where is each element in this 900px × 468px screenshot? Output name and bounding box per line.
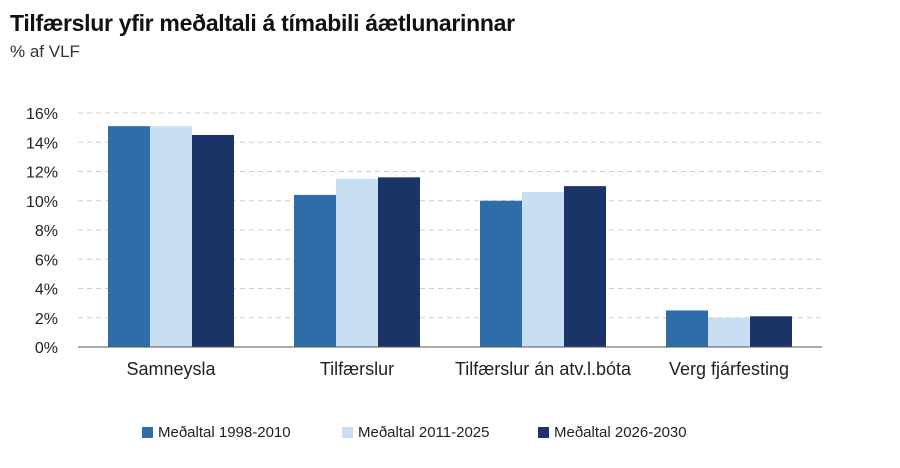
- grid-lines: [78, 112, 822, 319]
- legend-swatch: [342, 427, 353, 438]
- legend-swatch: [142, 427, 153, 438]
- y-tick-label: 6%: [35, 252, 58, 269]
- bar: [708, 317, 750, 347]
- x-category-label: Verg fjárfesting: [669, 359, 789, 379]
- legend-item-1998-2010: Meðaltal 1998-2010: [142, 424, 291, 441]
- legend-item-2026-2030: Meðaltal 2026-2030: [538, 424, 687, 441]
- bar: [336, 178, 378, 347]
- y-tick-label: 16%: [26, 106, 58, 123]
- y-tick-label: 2%: [35, 311, 58, 328]
- legend-item-2011-2025: Meðaltal 2011-2025: [342, 424, 489, 441]
- x-category-label: Tilfærslur: [320, 359, 394, 379]
- bar: [378, 177, 420, 347]
- bars: [108, 126, 792, 347]
- y-axis-tick-labels: 0% 2% 4% 6% 8% 10% 12% 14% 16%: [26, 106, 58, 357]
- x-category-label: Samneysla: [126, 359, 216, 379]
- bar: [294, 194, 336, 347]
- y-tick-label: 14%: [26, 135, 58, 152]
- bar: [522, 191, 564, 347]
- y-tick-label: 4%: [35, 282, 58, 299]
- x-category-label: Tilfærslur án atv.l.bóta: [455, 359, 632, 379]
- chart-subtitle: % af VLF: [10, 42, 80, 61]
- bar: [192, 134, 234, 347]
- legend-label: Meðaltal 1998-2010: [158, 424, 291, 441]
- legend: Meðaltal 1998-2010 Meðaltal 2011-2025 Me…: [0, 424, 900, 446]
- chart-title: Tilfærslur yfir meðaltali á tímabili áæt…: [10, 10, 515, 36]
- legend-label: Meðaltal 2026-2030: [554, 424, 687, 441]
- y-tick-label: 10%: [26, 194, 58, 211]
- bar: [480, 200, 522, 347]
- bar: [150, 126, 192, 347]
- bar: [750, 316, 792, 347]
- bar: [108, 126, 150, 347]
- legend-swatch: [538, 427, 549, 438]
- bar-chart: 0% 2% 4% 6% 8% 10% 12% 14% 16% Samneysla Tilfærsl…: [26, 106, 822, 379]
- y-tick-label: 12%: [26, 165, 58, 182]
- y-tick-label: 0%: [35, 340, 58, 357]
- bar: [564, 186, 606, 347]
- y-tick-label: 8%: [35, 223, 58, 240]
- x-axis-category-labels: Samneysla Tilfærslur Tilfærslur án atv.l.b…: [126, 359, 789, 379]
- legend-label: Meðaltal 2011-2025: [358, 424, 490, 441]
- bar: [666, 310, 708, 347]
